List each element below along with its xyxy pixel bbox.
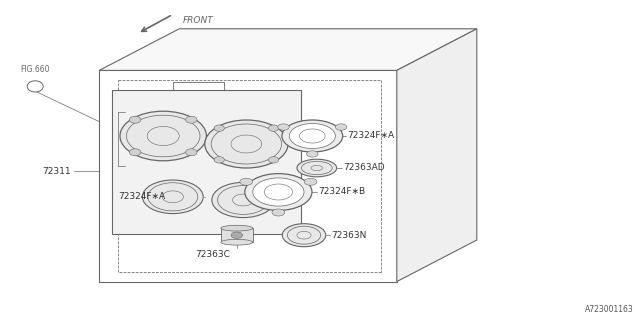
Text: 72363N: 72363N — [331, 231, 366, 240]
Bar — [112, 90, 301, 234]
Ellipse shape — [221, 225, 253, 231]
Text: FRONT: FRONT — [182, 16, 213, 25]
Text: 72311: 72311 — [42, 167, 70, 176]
Bar — [221, 228, 253, 242]
Ellipse shape — [186, 149, 197, 156]
Ellipse shape — [282, 120, 343, 152]
Ellipse shape — [253, 178, 304, 206]
Ellipse shape — [221, 239, 253, 245]
Ellipse shape — [240, 178, 253, 185]
Ellipse shape — [214, 125, 225, 132]
Ellipse shape — [304, 178, 317, 185]
Ellipse shape — [143, 180, 204, 214]
Polygon shape — [397, 29, 477, 282]
Text: A723001163: A723001163 — [585, 305, 634, 314]
Text: 72363AD: 72363AD — [344, 164, 385, 172]
Ellipse shape — [282, 224, 326, 247]
Text: 72363C: 72363C — [196, 250, 230, 259]
Ellipse shape — [231, 232, 243, 238]
Polygon shape — [99, 29, 477, 70]
Ellipse shape — [268, 156, 278, 163]
Ellipse shape — [335, 124, 347, 130]
Ellipse shape — [212, 182, 275, 218]
Ellipse shape — [244, 173, 312, 211]
Ellipse shape — [28, 81, 44, 92]
Text: FIG.660: FIG.660 — [20, 65, 50, 74]
Ellipse shape — [289, 124, 335, 148]
Ellipse shape — [268, 125, 278, 132]
Text: 72324F∗A: 72324F∗A — [118, 192, 166, 201]
Text: 72324F∗A: 72324F∗A — [347, 132, 394, 140]
Ellipse shape — [186, 116, 197, 123]
Ellipse shape — [272, 209, 285, 216]
Text: 72324F∗B: 72324F∗B — [318, 188, 365, 196]
Ellipse shape — [205, 120, 288, 168]
Ellipse shape — [278, 124, 289, 130]
Ellipse shape — [120, 111, 206, 161]
Ellipse shape — [129, 116, 141, 123]
Ellipse shape — [297, 159, 337, 177]
Ellipse shape — [129, 149, 141, 156]
Ellipse shape — [307, 151, 318, 157]
Ellipse shape — [214, 156, 225, 163]
Polygon shape — [99, 70, 397, 282]
